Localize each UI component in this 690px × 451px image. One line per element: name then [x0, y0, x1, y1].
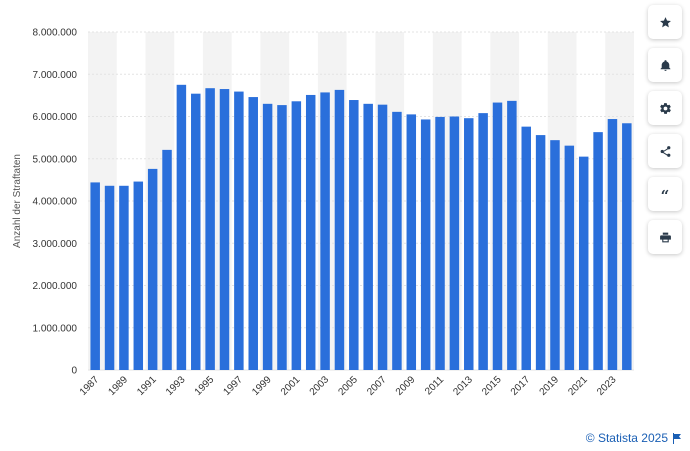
chart-area: 0 1.000.000 2.000.000 3.000.000 4.000.000 5.0… — [12, 28, 634, 398]
x-tick-label: 2011 — [423, 374, 446, 397]
y-tick-label: 5.000.000 — [33, 154, 78, 165]
x-tick-label: 2007 — [365, 374, 389, 398]
x-tick-label: 2015 — [480, 374, 504, 398]
bar-1997[interactable] — [234, 91, 244, 370]
y-tick-label: 3.000.000 — [33, 239, 78, 250]
y-tick-label: 4.000.000 — [33, 197, 78, 208]
bar-2002[interactable] — [305, 94, 316, 370]
bar-2010[interactable] — [420, 119, 431, 371]
bar-2000[interactable] — [277, 105, 287, 370]
bar-2007[interactable] — [377, 104, 388, 371]
bar-2003[interactable] — [320, 92, 330, 370]
y-axis-ticks: 0 1.000.000 2.000.000 3.000.000 4.000.000 5.0… — [33, 28, 78, 377]
share-button[interactable] — [648, 134, 682, 168]
bar-2018[interactable] — [535, 135, 546, 370]
bar-1987[interactable] — [90, 182, 100, 370]
y-tick-label: 7.000.000 — [33, 70, 78, 81]
print-icon — [659, 232, 671, 242]
notification-button[interactable] — [648, 48, 682, 82]
y-tick-label: 8.000.000 — [33, 28, 78, 39]
y-axis-label: Anzahl der Straftaten — [12, 154, 23, 248]
bar-2021[interactable] — [578, 156, 589, 370]
y-tick-label: 6.000.000 — [33, 112, 78, 123]
bar-2009[interactable] — [406, 114, 417, 370]
bar-2004[interactable] — [334, 89, 345, 370]
cite-button[interactable]: “ — [648, 177, 682, 211]
statista-credit[interactable]: © Statista 2025 — [586, 431, 682, 445]
bar-1989[interactable] — [119, 185, 129, 370]
y-tick-label: 2.000.000 — [33, 281, 78, 292]
share-icon — [660, 145, 670, 157]
bar-2015[interactable] — [492, 102, 503, 371]
x-tick-label: 2019 — [538, 374, 562, 398]
bar-1990[interactable] — [133, 181, 144, 370]
bar-2005[interactable] — [349, 100, 359, 371]
y-tick-label: 0 — [71, 366, 77, 377]
bell-icon — [660, 59, 670, 71]
bar-1998[interactable] — [248, 97, 258, 370]
bar-2001[interactable] — [291, 101, 302, 370]
x-axis-ticks: 1987 1989 1991 1993 1995 1997 1999 2001 2003 2005… — [78, 374, 619, 398]
x-tick-label: 1997 — [221, 374, 245, 398]
x-tick-label: 2003 — [308, 374, 332, 398]
flag-icon[interactable] — [672, 432, 682, 444]
bar-2019[interactable] — [550, 140, 560, 370]
bar-2016[interactable] — [507, 100, 517, 371]
bar-1993[interactable] — [176, 84, 187, 370]
bar-1988[interactable] — [104, 185, 115, 370]
bar-2022[interactable] — [593, 132, 603, 370]
x-tick-label: 1993 — [164, 374, 188, 398]
x-tick-label: 1991 — [135, 374, 159, 398]
x-tick-label: 2001 — [279, 374, 303, 398]
bar-1996[interactable] — [219, 89, 230, 370]
bar-2014[interactable] — [478, 113, 488, 371]
bar-2023[interactable] — [607, 119, 618, 370]
bar-2020[interactable] — [564, 145, 575, 370]
print-button[interactable] — [648, 220, 682, 254]
x-tick-label: 1999 — [250, 374, 274, 398]
gear-icon — [659, 102, 671, 114]
bar-2006[interactable] — [363, 103, 373, 370]
bar-2008[interactable] — [392, 111, 402, 370]
x-tick-label: 2009 — [394, 374, 418, 398]
star-icon — [659, 16, 671, 27]
bar-2013[interactable] — [464, 118, 474, 370]
x-tick-label: 2023 — [595, 374, 619, 398]
bar-2024[interactable] — [622, 123, 632, 370]
y-tick-label: 1.000.000 — [33, 323, 78, 334]
bar-1991[interactable] — [147, 168, 158, 370]
x-tick-label: 1987 — [78, 374, 102, 398]
bar-1999[interactable] — [262, 103, 273, 370]
x-tick-label: 2005 — [336, 374, 360, 398]
favorite-button[interactable] — [648, 5, 682, 39]
x-tick-label: 1995 — [193, 374, 217, 398]
bar-1994[interactable] — [191, 93, 201, 370]
bar-1992[interactable] — [162, 149, 172, 370]
bar-2012[interactable] — [449, 116, 460, 371]
toolbar: “ — [648, 5, 684, 263]
bar-2017[interactable] — [521, 126, 531, 370]
x-tick-label: 2013 — [451, 374, 475, 398]
bars — [90, 84, 632, 371]
x-tick-label: 2017 — [509, 374, 533, 398]
x-tick-label: 2021 — [566, 374, 590, 398]
settings-button[interactable] — [648, 91, 682, 125]
x-tick-label: 1989 — [107, 374, 131, 398]
bar-chart: 0 1.000.000 2.000.000 3.000.000 4.000.000 5.0… — [12, 28, 634, 398]
bar-2011[interactable] — [435, 116, 445, 370]
bar-1995[interactable] — [205, 88, 215, 370]
quote-icon: “ — [660, 187, 670, 205]
credit-text[interactable]: © Statista 2025 — [585, 431, 668, 445]
